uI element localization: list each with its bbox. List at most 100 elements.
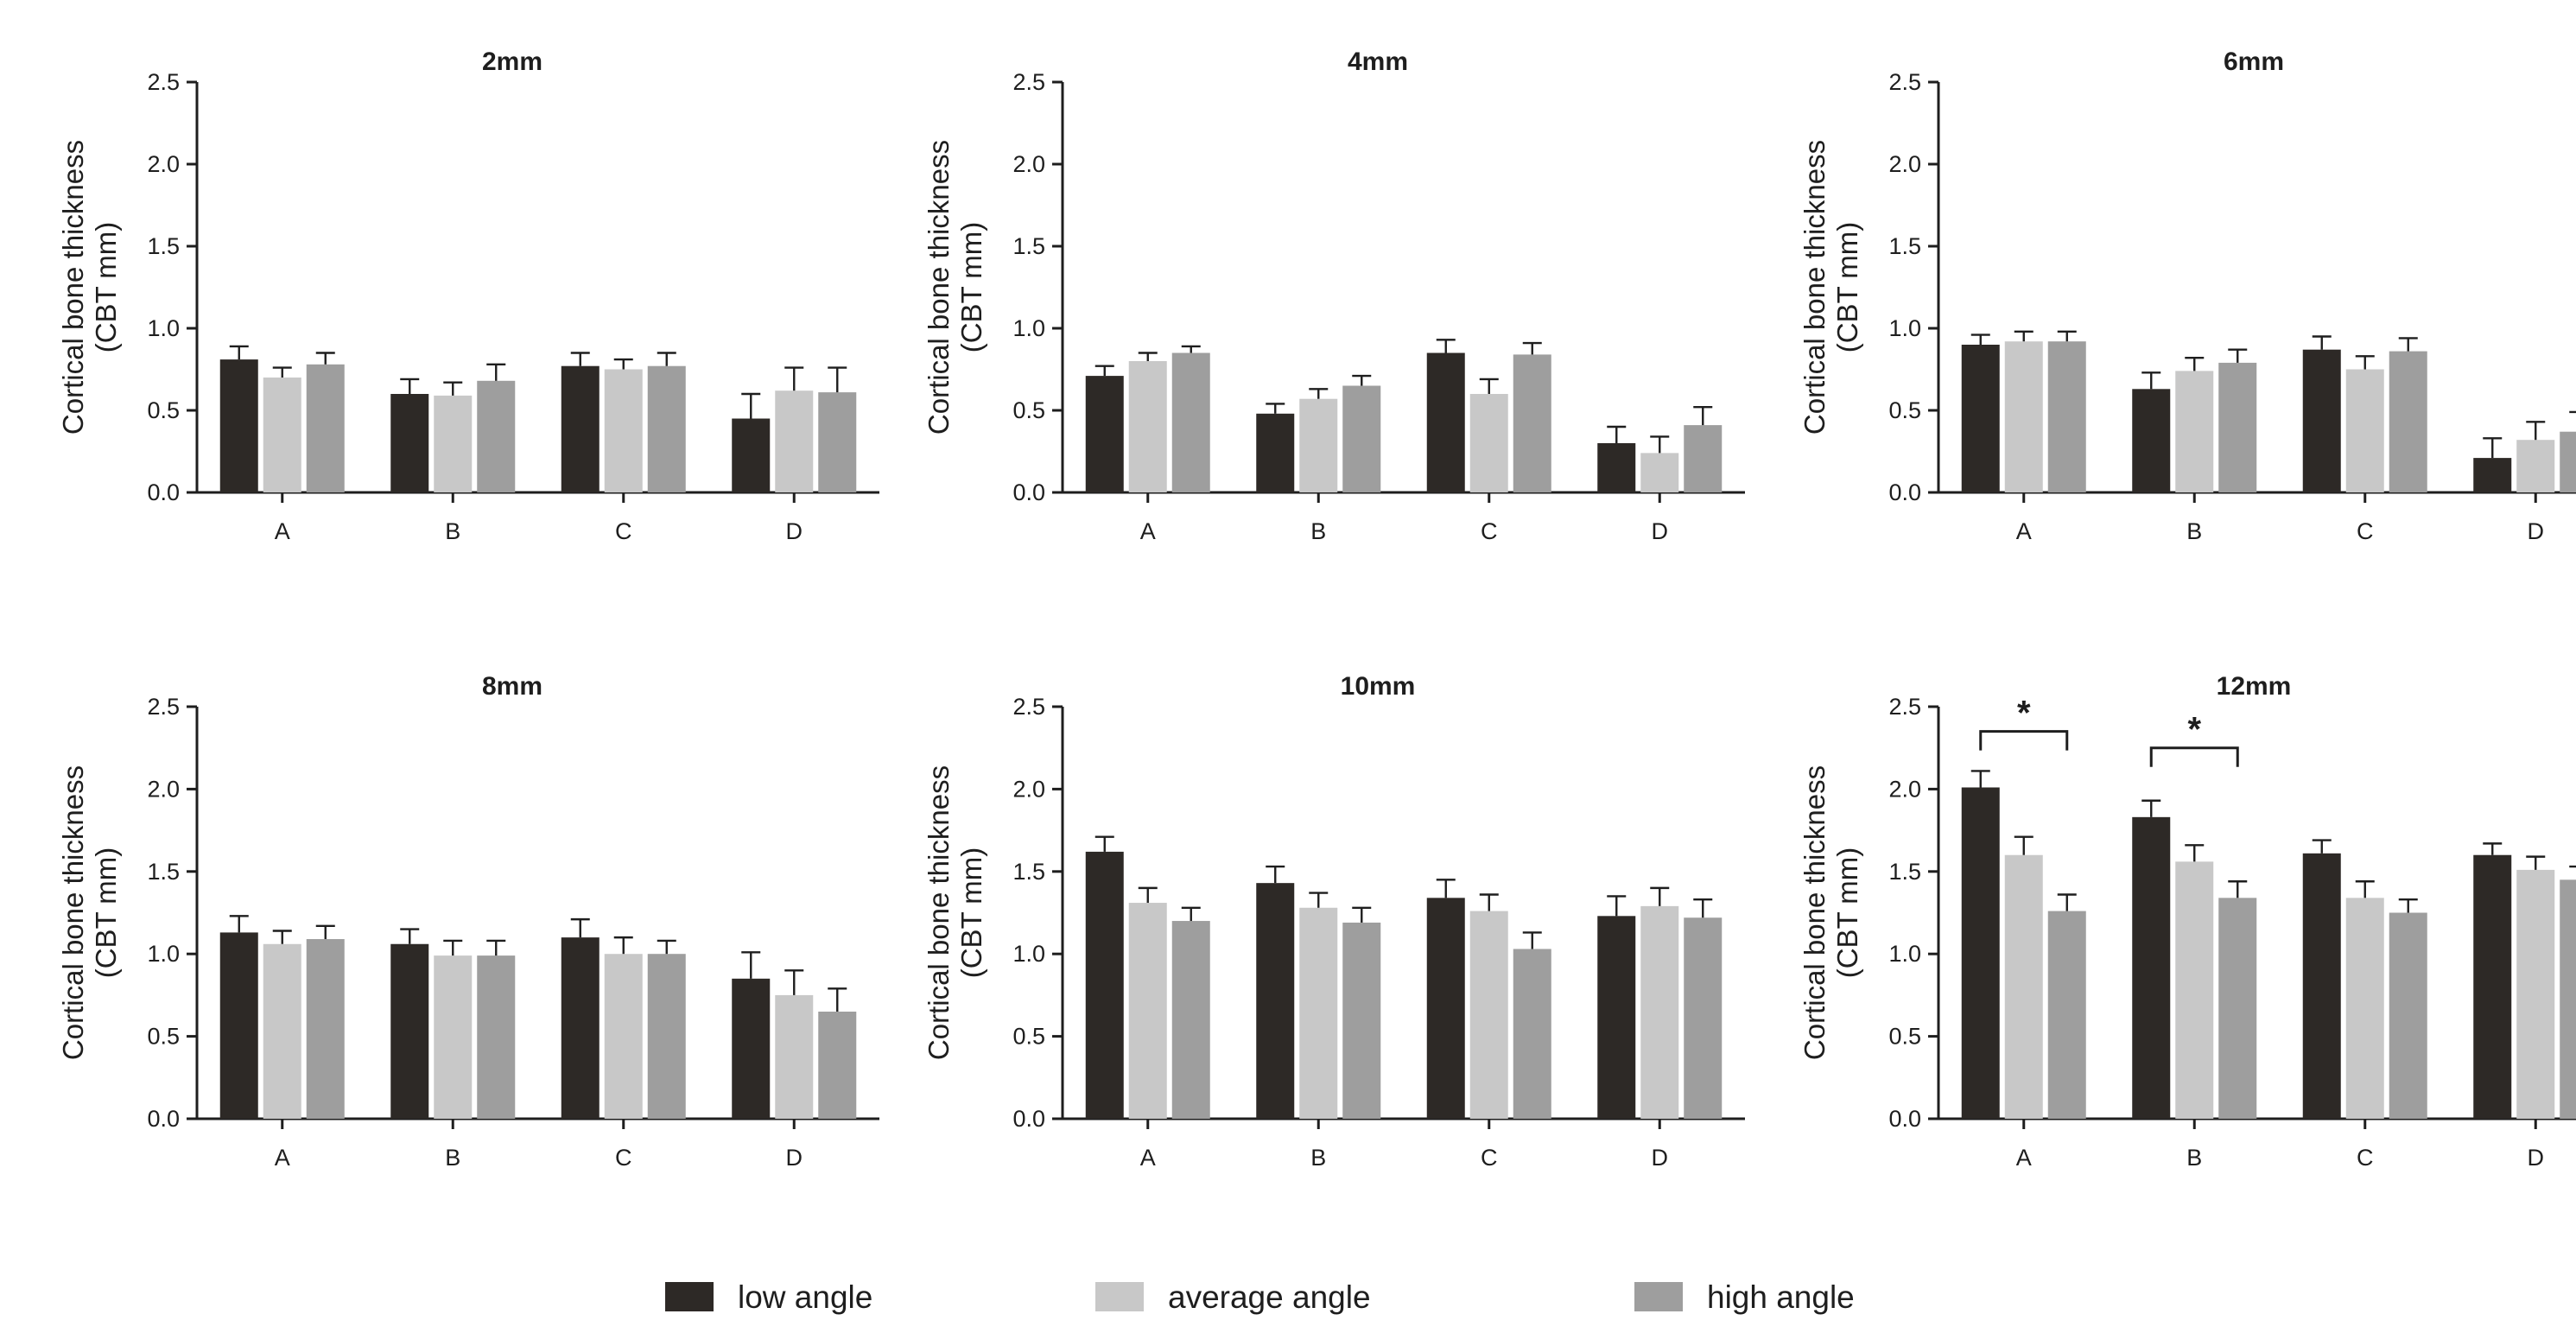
chart-panel-3: 6mm Cortical bone thickness (CBT mm) 0.0 0.5…	[1799, 48, 2576, 544]
bar-low-angle-B	[1256, 883, 1295, 1119]
bar-low-angle-D	[732, 418, 771, 492]
y-axis-subtitle: (CBT mm)	[90, 222, 122, 353]
bar-average-angle-D	[2516, 869, 2555, 1119]
y-tick-label: 0.0	[1888, 479, 1921, 505]
y-tick-label: 1.0	[1012, 315, 1045, 341]
y-tick-label: 1.5	[147, 859, 180, 885]
x-tick-label: D	[1652, 518, 1669, 544]
x-tick-label: B	[1310, 518, 1326, 544]
bar-low-angle-B	[2132, 816, 2171, 1119]
legend-swatch	[1634, 1282, 1683, 1311]
x-tick-label: A	[2016, 1145, 2032, 1171]
bar-average-angle-C	[2345, 898, 2384, 1119]
bar-high-angle-D	[2560, 879, 2576, 1119]
bar-high-angle-A	[2047, 341, 2086, 492]
bar-low-angle-A	[1085, 376, 1124, 492]
y-tick-label: 2.0	[147, 151, 180, 177]
y-tick-label: 1.0	[147, 941, 180, 967]
bar-high-angle-D	[818, 1011, 857, 1119]
y-axis-subtitle: (CBT mm)	[955, 847, 987, 979]
bar-high-angle-A	[306, 939, 345, 1119]
y-axis-title: Cortical bone thickness	[923, 765, 955, 1060]
legend-label: low angle	[738, 1279, 872, 1315]
x-tick-label: D	[1652, 1145, 1669, 1171]
panel-title: 2mm	[482, 48, 542, 76]
y-tick-label: 0.0	[147, 1106, 180, 1132]
bar-low-angle-C	[2302, 349, 2341, 492]
chart-panel-1: 2mm Cortical bone thickness (CBT mm) 0.0 0.5…	[57, 48, 879, 544]
y-axis-subtitle: (CBT mm)	[1831, 222, 1863, 353]
x-tick-label: C	[1481, 1145, 1498, 1171]
panel-title: 6mm	[2224, 48, 2284, 76]
y-tick-label: 1.5	[1012, 859, 1045, 885]
bar-low-angle-D	[2473, 854, 2512, 1119]
bar-average-angle-B	[434, 395, 473, 492]
significance-star: *	[2187, 711, 2201, 749]
panel-title: 4mm	[1348, 48, 1408, 76]
bar-average-angle-B	[2175, 371, 2214, 492]
x-tick-label: D	[786, 518, 803, 544]
y-tick-label: 2.0	[1888, 776, 1921, 802]
y-tick-label: 0.5	[147, 1024, 180, 1050]
bar-low-angle-A	[1085, 851, 1124, 1119]
bar-low-angle-B	[2132, 389, 2171, 492]
x-tick-label: C	[1481, 518, 1498, 544]
y-tick-label: 2.0	[147, 776, 180, 802]
bar-average-angle-C	[1469, 394, 1508, 492]
y-tick-label: 1.5	[1012, 233, 1045, 259]
x-tick-label: C	[615, 1145, 632, 1171]
bar-average-angle-A	[2004, 341, 2043, 492]
x-tick-label: D	[2528, 1145, 2545, 1171]
bar-high-angle-B	[477, 955, 516, 1119]
y-tick-label: 0.5	[147, 397, 180, 423]
bar-average-angle-A	[2004, 854, 2043, 1119]
significance-star: *	[2017, 695, 2031, 733]
bar-average-angle-A	[1128, 361, 1167, 492]
bar-low-angle-D	[1597, 443, 1636, 492]
bar-average-angle-D	[775, 390, 814, 492]
bar-low-angle-A	[219, 359, 258, 492]
y-tick-label: 2.5	[1012, 694, 1045, 720]
bar-high-angle-C	[2389, 351, 2427, 492]
y-tick-label: 2.0	[1012, 151, 1045, 177]
bar-high-angle-D	[1684, 425, 1723, 492]
bar-high-angle-B	[477, 380, 516, 492]
x-tick-label: D	[2528, 518, 2545, 544]
x-tick-label: B	[1310, 1145, 1326, 1171]
bar-high-angle-C	[2389, 912, 2427, 1119]
x-tick-label: B	[2186, 1145, 2202, 1171]
y-tick-label: 1.5	[1888, 233, 1921, 259]
y-tick-label: 2.5	[1888, 69, 1921, 95]
x-tick-label: A	[1140, 518, 1156, 544]
bar-high-angle-C	[1513, 949, 1551, 1119]
legend: low angle average angle high angle	[665, 1279, 1855, 1315]
y-axis-title: Cortical bone thickness	[57, 765, 89, 1060]
y-tick-label: 1.0	[1888, 315, 1921, 341]
y-tick-label: 2.5	[147, 69, 180, 95]
x-tick-label: A	[275, 1145, 290, 1171]
x-tick-label: D	[786, 1145, 803, 1171]
panel-title: 12mm	[2217, 672, 2292, 701]
bar-high-angle-C	[647, 954, 686, 1119]
bar-high-angle-B	[1342, 922, 1381, 1119]
bar-average-angle-A	[1128, 903, 1167, 1119]
y-tick-label: 1.5	[147, 233, 180, 259]
bar-average-angle-B	[1299, 398, 1338, 492]
bar-average-angle-A	[263, 943, 301, 1119]
y-axis-title: Cortical bone thickness	[923, 140, 955, 435]
y-tick-label: 0.5	[1012, 1024, 1045, 1050]
panel-title: 8mm	[482, 672, 542, 701]
bar-high-angle-A	[1171, 352, 1210, 492]
y-tick-label: 0.5	[1888, 1024, 1921, 1050]
bar-average-angle-D	[2516, 440, 2555, 492]
y-axis-title: Cortical bone thickness	[1799, 140, 1830, 435]
bar-high-angle-C	[647, 365, 686, 492]
y-axis-subtitle: (CBT mm)	[955, 222, 987, 353]
legend-label: high angle	[1707, 1279, 1855, 1315]
y-tick-label: 0.5	[1888, 397, 1921, 423]
chart-panel-6: 12mm Cortical bone thickness (CBT mm) 0.0 0.…	[1799, 672, 2576, 1171]
bar-high-angle-B	[2218, 898, 2257, 1119]
chart-panel-4: 8mm Cortical bone thickness (CBT mm) 0.0 0.5…	[57, 672, 879, 1171]
bar-average-angle-B	[1299, 907, 1338, 1119]
